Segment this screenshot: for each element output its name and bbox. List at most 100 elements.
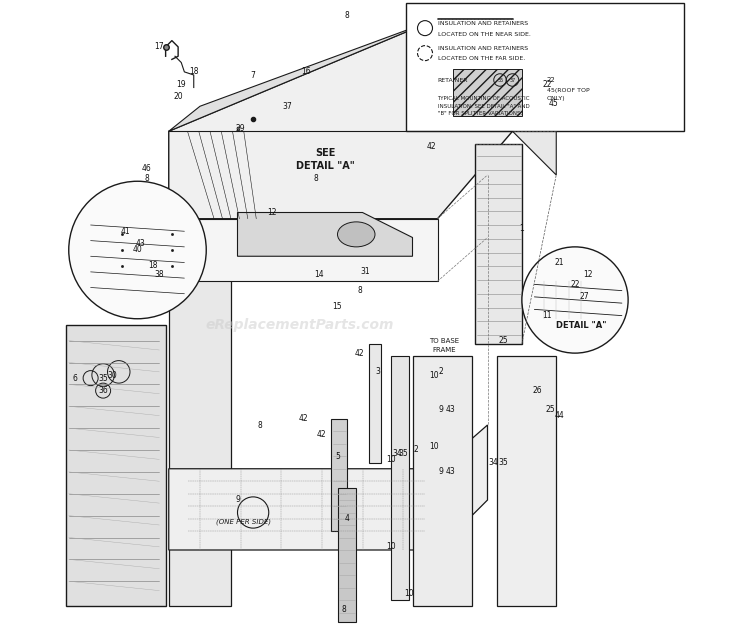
Text: ONLY): ONLY) (547, 96, 566, 101)
Text: 10: 10 (404, 589, 414, 598)
Polygon shape (496, 356, 556, 606)
Text: 8: 8 (341, 605, 346, 614)
Polygon shape (65, 325, 166, 606)
Polygon shape (369, 344, 381, 462)
Polygon shape (169, 219, 231, 606)
Text: 34: 34 (489, 458, 499, 467)
Text: 45: 45 (548, 99, 558, 107)
Text: 16: 16 (302, 68, 311, 76)
Ellipse shape (338, 222, 375, 247)
Text: 18: 18 (148, 261, 158, 270)
Text: DETAIL "A": DETAIL "A" (296, 161, 354, 171)
Text: 2: 2 (413, 446, 418, 454)
Text: 8: 8 (314, 174, 318, 182)
Polygon shape (169, 19, 437, 131)
Text: LOCATED ON THE FAR SIDE.: LOCATED ON THE FAR SIDE. (437, 56, 525, 61)
Text: SEE: SEE (315, 148, 335, 158)
Text: (ONE PER SIDE): (ONE PER SIDE) (216, 519, 272, 525)
Text: 7: 7 (251, 71, 256, 79)
Text: TYPICAL MOUNTING OF ACOUSTIC: TYPICAL MOUNTING OF ACOUSTIC (437, 96, 530, 101)
Text: 42: 42 (427, 142, 436, 151)
Text: 46: 46 (142, 164, 152, 173)
Text: 36: 36 (98, 386, 108, 395)
Text: 17: 17 (154, 42, 164, 51)
Text: 15: 15 (333, 302, 342, 311)
Text: 12: 12 (583, 271, 592, 279)
Text: 37: 37 (283, 102, 292, 111)
Polygon shape (413, 356, 472, 606)
Text: DETAIL "A": DETAIL "A" (556, 321, 607, 329)
Text: 35: 35 (497, 78, 504, 82)
Text: 10: 10 (386, 455, 395, 464)
Text: eReplacementParts.com: eReplacementParts.com (206, 318, 394, 332)
Text: 43: 43 (446, 468, 454, 476)
Text: 9: 9 (438, 468, 443, 476)
Text: 21: 21 (554, 258, 564, 267)
Text: 8: 8 (344, 11, 350, 20)
Text: 30: 30 (108, 371, 117, 379)
Polygon shape (475, 144, 522, 344)
Polygon shape (338, 488, 356, 622)
Text: 29: 29 (236, 124, 245, 132)
Text: 25: 25 (545, 405, 555, 414)
Polygon shape (332, 419, 346, 531)
Circle shape (522, 247, 628, 353)
Text: 1: 1 (520, 224, 524, 232)
Text: 14: 14 (314, 271, 323, 279)
Text: LOCATED ON THE NEAR SIDE.: LOCATED ON THE NEAR SIDE. (437, 32, 530, 37)
Text: 42: 42 (298, 414, 308, 423)
Text: 22: 22 (570, 280, 580, 289)
Text: 4: 4 (344, 514, 350, 523)
Text: INSULATION AND RETAINERS: INSULATION AND RETAINERS (437, 21, 528, 26)
Text: 6: 6 (73, 374, 77, 382)
Text: 9: 9 (235, 496, 240, 504)
FancyBboxPatch shape (406, 3, 685, 131)
Text: 3: 3 (376, 368, 380, 376)
Text: 37: 37 (510, 78, 516, 82)
Text: 38: 38 (154, 271, 164, 279)
Polygon shape (238, 213, 412, 256)
Text: 45(ROOF TOP: 45(ROOF TOP (547, 88, 590, 93)
Polygon shape (169, 19, 512, 219)
Text: 43: 43 (136, 239, 146, 248)
Text: 40: 40 (133, 246, 142, 254)
Polygon shape (391, 356, 410, 600)
Circle shape (69, 181, 206, 319)
Text: 35: 35 (498, 458, 508, 467)
Text: 42: 42 (317, 430, 327, 439)
Text: 35: 35 (398, 449, 408, 458)
Text: INSULATION. SEE DETAIL "A" AND: INSULATION. SEE DETAIL "A" AND (437, 104, 530, 109)
Text: 22: 22 (542, 80, 551, 89)
Text: 8: 8 (357, 286, 362, 295)
Polygon shape (169, 219, 437, 281)
Text: 19: 19 (176, 80, 186, 89)
Text: 9: 9 (438, 405, 443, 414)
Text: 34: 34 (392, 449, 402, 458)
Text: 35: 35 (98, 374, 108, 382)
Text: 27: 27 (580, 292, 590, 301)
Text: 10: 10 (430, 442, 439, 451)
Text: 2: 2 (438, 368, 443, 376)
Text: 10: 10 (430, 371, 439, 379)
Text: TO BASE: TO BASE (429, 338, 459, 344)
Text: 26: 26 (532, 386, 542, 395)
Text: "B" FOR SPLITTER VARIATIONS.: "B" FOR SPLITTER VARIATIONS. (437, 111, 522, 116)
Text: 10: 10 (386, 542, 395, 551)
Text: 12: 12 (267, 208, 277, 217)
Text: INSULATION AND RETAINERS: INSULATION AND RETAINERS (437, 46, 528, 51)
Polygon shape (453, 69, 522, 116)
Text: 18: 18 (189, 68, 199, 76)
Polygon shape (512, 19, 556, 175)
Text: 44: 44 (554, 411, 564, 420)
Text: 42: 42 (355, 349, 364, 358)
Text: 8: 8 (257, 421, 262, 429)
Text: FRAME: FRAME (432, 347, 455, 353)
Text: 31: 31 (361, 268, 370, 276)
Polygon shape (169, 425, 488, 550)
Text: 22: 22 (547, 77, 556, 83)
Text: 20: 20 (173, 92, 183, 101)
Text: 41: 41 (120, 227, 130, 236)
Text: 25: 25 (498, 336, 508, 345)
Text: RETAINER: RETAINER (437, 78, 468, 82)
Text: 43: 43 (446, 405, 454, 414)
